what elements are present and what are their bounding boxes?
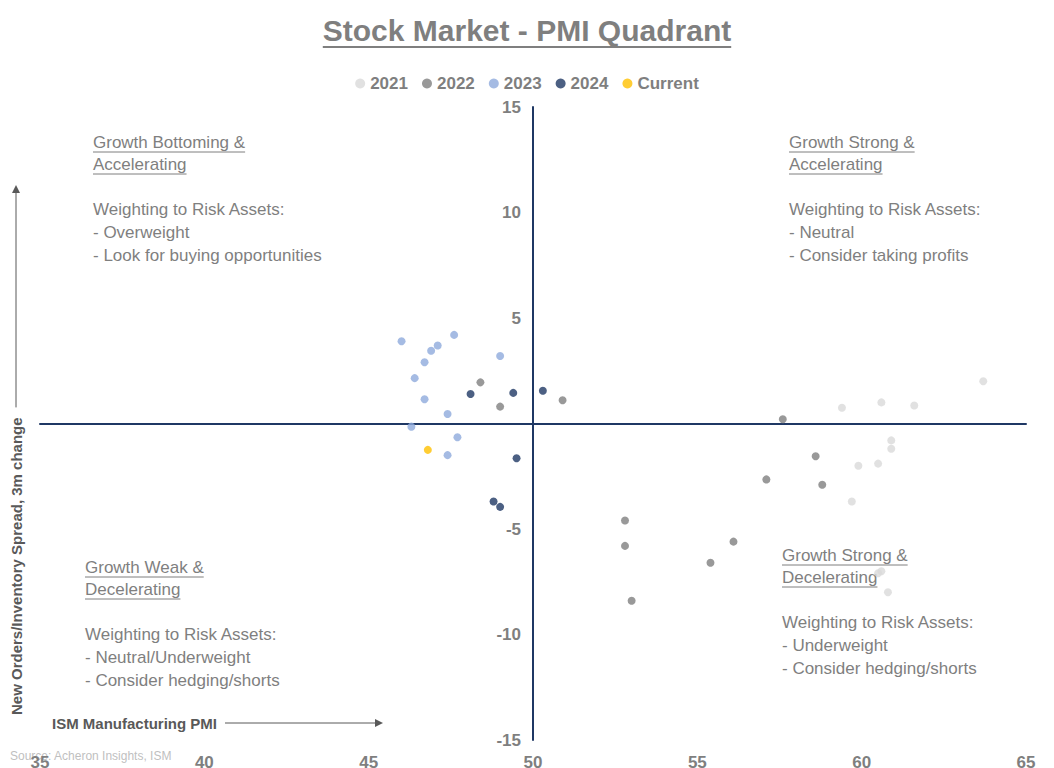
svg-text:Weighting to Risk Assets:: Weighting to Risk Assets:: [85, 625, 277, 644]
svg-text:65: 65: [1017, 753, 1036, 768]
svg-text:2021: 2021: [370, 74, 408, 93]
svg-text:- Underweight: - Underweight: [782, 636, 888, 655]
svg-text:15: 15: [502, 98, 521, 117]
svg-text:Source: Acheron Insights, ISM: Source: Acheron Insights, ISM: [10, 749, 172, 763]
svg-text:60: 60: [852, 753, 871, 768]
svg-text:-5: -5: [506, 520, 521, 539]
svg-text:- Consider taking profits: - Consider taking profits: [789, 246, 969, 265]
svg-text:55: 55: [688, 753, 707, 768]
svg-text:Growth Strong &: Growth Strong &: [782, 546, 908, 565]
svg-text:5: 5: [512, 309, 521, 328]
svg-text:Accelerating: Accelerating: [789, 155, 883, 174]
svg-text:Weighting to Risk Assets:: Weighting to Risk Assets:: [789, 200, 981, 219]
svg-text:- Consider hedging/shorts: - Consider hedging/shorts: [782, 659, 977, 678]
svg-text:35: 35: [31, 753, 50, 768]
svg-text:10: 10: [502, 203, 521, 222]
svg-text:- Neutral/Underweight: - Neutral/Underweight: [85, 648, 251, 667]
svg-text:2023: 2023: [504, 74, 542, 93]
svg-text:Current: Current: [637, 74, 699, 93]
svg-text:50: 50: [524, 753, 543, 768]
svg-text:- Overweight: - Overweight: [93, 223, 190, 242]
svg-text:2024: 2024: [571, 74, 609, 93]
svg-text:- Consider hedging/shorts: - Consider hedging/shorts: [85, 671, 280, 690]
svg-text:45: 45: [359, 753, 378, 768]
svg-text:Accelerating: Accelerating: [93, 155, 187, 174]
svg-text:- Neutral: - Neutral: [789, 223, 854, 242]
svg-text:- Look for buying opportunitie: - Look for buying opportunities: [93, 246, 322, 265]
svg-text:Growth Weak &: Growth Weak &: [85, 558, 204, 577]
svg-text:Stock Market - PMI Quadrant: Stock Market - PMI Quadrant: [323, 14, 731, 47]
svg-text:Growth Bottoming &: Growth Bottoming &: [93, 133, 246, 152]
svg-text:Weighting to Risk Assets:: Weighting to Risk Assets:: [782, 613, 974, 632]
svg-text:2022: 2022: [437, 74, 475, 93]
svg-text:Weighting to Risk Assets:: Weighting to Risk Assets:: [93, 200, 285, 219]
svg-text:ISM Manufacturing PMI: ISM Manufacturing PMI: [52, 715, 217, 732]
svg-text:Growth Strong &: Growth Strong &: [789, 133, 915, 152]
svg-text:-10: -10: [496, 625, 521, 644]
svg-text:Decelerating: Decelerating: [85, 580, 180, 599]
svg-text:Decelerating: Decelerating: [782, 568, 877, 587]
svg-text:New Orders/Inventory Spread, 3: New Orders/Inventory Spread, 3m change: [8, 417, 25, 715]
svg-text:40: 40: [195, 753, 214, 768]
svg-text:-15: -15: [496, 731, 521, 750]
